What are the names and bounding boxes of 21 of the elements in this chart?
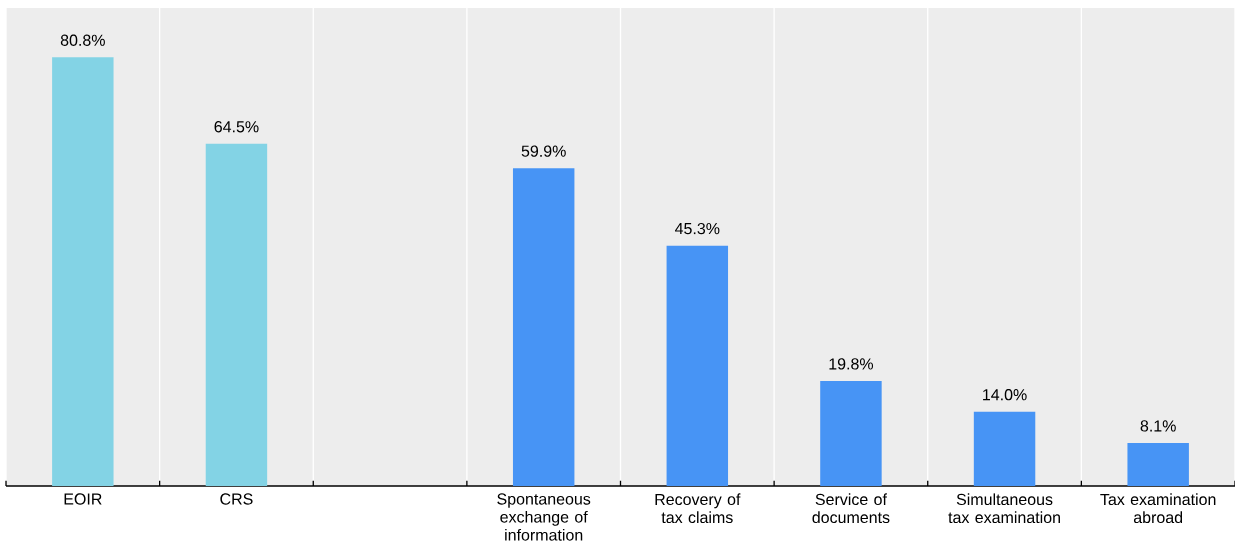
bar — [820, 380, 882, 486]
bar — [1127, 443, 1189, 486]
data-label: 14.0% — [983, 389, 1027, 401]
x-tick-label: Service of documents — [812, 493, 890, 524]
data-label: 8.1% — [1140, 420, 1176, 432]
x-tick-label: Simultaneous tax examination — [948, 493, 1060, 524]
x-tick-label: Tax examination abroad — [1100, 493, 1216, 524]
bar — [666, 245, 729, 486]
data-label: 59.9% — [521, 145, 566, 157]
bar — [512, 168, 575, 486]
bar — [52, 57, 114, 486]
data-label: 45.3% — [675, 222, 720, 235]
bar — [973, 411, 1036, 486]
x-tick-label: EOIR — [64, 493, 102, 505]
data-label: 64.5% — [214, 121, 259, 133]
data-label: 80.8% — [60, 34, 105, 46]
data-label: 19.8% — [829, 358, 874, 370]
x-tick-label: Recovery of tax claims — [655, 493, 741, 524]
x-tick-label: Spontaneous exchange of information — [497, 493, 591, 541]
bar — [205, 143, 268, 486]
x-tick-label: CRS — [220, 493, 253, 505]
